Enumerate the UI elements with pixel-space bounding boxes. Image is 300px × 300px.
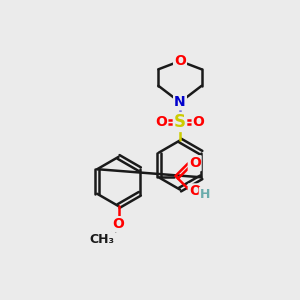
Text: H: H <box>200 188 210 201</box>
Text: N: N <box>174 95 186 109</box>
Text: O: O <box>193 115 205 129</box>
Text: S: S <box>174 113 186 131</box>
Text: O: O <box>174 54 186 68</box>
Text: O: O <box>189 184 201 198</box>
Text: N: N <box>174 95 186 109</box>
Text: O: O <box>189 156 201 170</box>
Text: O: O <box>155 115 167 129</box>
Text: O: O <box>112 217 124 231</box>
Text: CH₃: CH₃ <box>89 232 115 246</box>
